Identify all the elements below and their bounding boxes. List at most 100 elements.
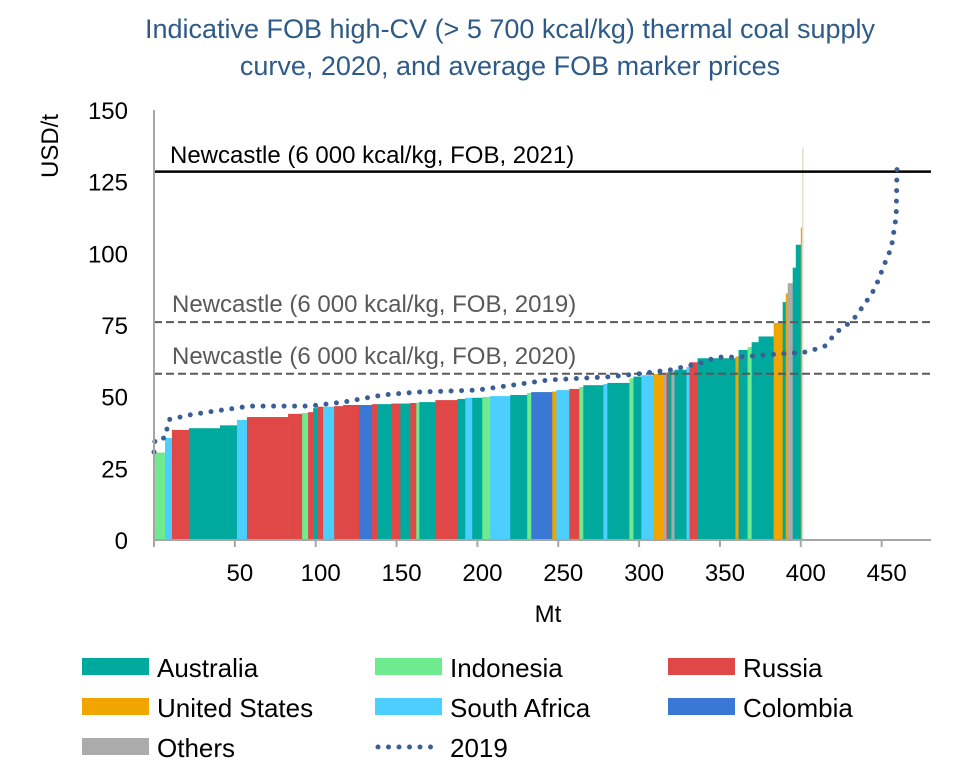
bar-australia: [472, 397, 483, 540]
legend-label: Colombia: [743, 693, 853, 723]
legend-swatch: [82, 698, 149, 715]
bar-australia: [782, 302, 787, 540]
bar-australia: [751, 342, 759, 540]
bar-united-states: [785, 293, 789, 540]
legend-item-australia: Australia: [82, 653, 259, 683]
bar-australia: [674, 369, 687, 540]
bar-australia: [400, 403, 411, 540]
legend-item-2019: 2019: [375, 733, 508, 763]
legend-swatch: [82, 738, 149, 755]
bar-australia: [697, 358, 736, 540]
legend-label: Russia: [743, 653, 823, 683]
x-tick-label: 150: [382, 560, 422, 587]
y-tick-label: 100: [88, 241, 128, 268]
bar-australia: [758, 336, 774, 540]
y-tick-label: 150: [88, 98, 128, 125]
bar-australia: [738, 349, 748, 540]
bar-australia: [633, 376, 642, 540]
legend-swatch: [668, 658, 735, 675]
series-2019: [151, 165, 900, 455]
axes: 50 100 150 200 250 300 350 400 450 0 25 50 75 100 125 1…: [88, 98, 931, 587]
bar-south-africa: [603, 384, 608, 540]
chart-title-line-2: curve, 2020, and average FOB marker pric…: [240, 51, 780, 81]
bar-australia: [377, 404, 392, 540]
bar-australia: [792, 267, 797, 540]
x-tick-label: 300: [624, 560, 664, 587]
y-tick-label: 125: [88, 170, 128, 197]
x-tick-label: 100: [301, 560, 341, 587]
legend-label: South Africa: [450, 693, 591, 723]
y-tick-label: 25: [101, 456, 128, 483]
bar-indonesia: [527, 392, 532, 540]
bar-colombia: [359, 404, 373, 540]
x-tick-label: 50: [226, 560, 253, 587]
legend-item-indonesia: Indonesia: [375, 653, 563, 683]
bar-russia: [288, 413, 303, 540]
y-tick-label: 75: [101, 313, 128, 340]
bar-russia: [171, 429, 190, 540]
bar-united-states: [800, 227, 803, 541]
legend-item-united-states: United States: [82, 693, 313, 723]
bar-russia: [334, 406, 344, 540]
series-line-2019: [151, 165, 900, 455]
y-axis-label: USD/t: [37, 114, 64, 178]
bar-south-africa: [465, 397, 473, 540]
bar-colombia: [531, 392, 553, 540]
x-axis-label: Mt: [535, 601, 562, 628]
x-tick-label: 450: [867, 560, 907, 587]
legend-item-others: Others: [82, 733, 235, 763]
bar-australia: [607, 382, 630, 540]
bar-australia: [668, 371, 672, 540]
bar-south-africa: [686, 367, 690, 540]
legend-item-colombia: Colombia: [668, 693, 853, 723]
x-tick-label: 200: [462, 560, 502, 587]
bar-south-africa: [164, 437, 173, 540]
bar-others: [671, 370, 675, 540]
reference-line-label-1: Newcastle (6 000 kcal/kg, FOB, 2019): [172, 291, 576, 318]
bar-russia: [666, 372, 669, 540]
bar-russia: [343, 404, 360, 540]
bar-russia: [372, 404, 378, 540]
bar-indonesia: [579, 386, 584, 540]
bar-australia: [419, 402, 436, 540]
bar-russia: [689, 362, 698, 540]
legend: Australia Indonesia Russia United States Sou…: [82, 653, 853, 763]
bar-australia: [313, 408, 318, 540]
bar-south-africa: [323, 406, 335, 540]
bar-south-africa: [556, 390, 570, 540]
bar-indonesia: [154, 452, 166, 540]
bar-russia: [410, 402, 417, 540]
reference-lines: Newcastle (6 000 kcal/kg, FOB, 2021) Newc…: [154, 142, 931, 375]
bar-indonesia: [629, 378, 634, 540]
bar-united-states: [552, 391, 557, 540]
bar-south-africa: [641, 375, 654, 540]
chart-title-line-1: Indicative FOB high-CV (> 5 700 kcal/kg)…: [145, 14, 876, 44]
bar-indonesia: [482, 396, 491, 540]
bar-united-states: [653, 374, 664, 540]
legend-label: Others: [157, 733, 235, 763]
bar-australia: [510, 394, 528, 540]
legend-swatch: [668, 698, 735, 715]
legend-item-south-africa: South Africa: [375, 693, 591, 723]
bar-united-states: [735, 356, 739, 540]
bar-australia: [583, 385, 604, 540]
bar-others: [663, 373, 667, 540]
bar-russia: [569, 388, 580, 540]
bar-united-states: [773, 322, 783, 540]
bar-australia: [457, 398, 466, 540]
bar-indonesia: [747, 347, 752, 540]
legend-label: United States: [157, 693, 313, 723]
bar-russia: [317, 406, 324, 540]
bar-south-africa: [490, 396, 511, 540]
legend-label: Australia: [157, 653, 259, 683]
bar-russia: [391, 403, 401, 540]
bar-russia: [246, 417, 289, 540]
legend-swatch: [375, 658, 442, 675]
x-tick-label: 350: [705, 560, 745, 587]
reference-line-label-2: Newcastle (6 000 kcal/kg, FOB, 2020): [172, 343, 576, 370]
legend-swatch: [375, 698, 442, 715]
bar-others: [787, 283, 794, 540]
bar-indonesia: [302, 413, 309, 540]
y-tick-label: 50: [101, 385, 128, 412]
